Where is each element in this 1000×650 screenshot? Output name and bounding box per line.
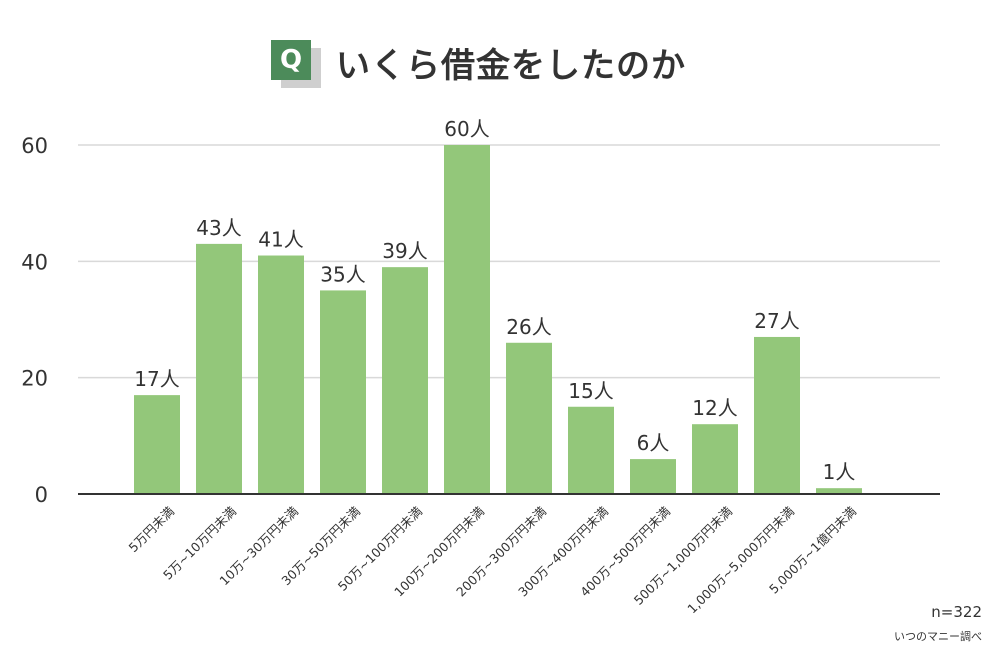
bar — [816, 488, 862, 494]
y-tick-label: 20 — [21, 367, 48, 391]
data-label: 43人 — [196, 216, 241, 240]
data-label: 35人 — [320, 262, 365, 286]
bar — [630, 459, 676, 494]
bar — [382, 267, 428, 494]
chart-title: いくら借金をしたのか — [336, 46, 686, 86]
data-label: 15人 — [568, 379, 613, 403]
bar — [134, 395, 180, 494]
bar — [506, 342, 552, 494]
bar — [258, 255, 304, 494]
data-label: 39人 — [382, 239, 427, 263]
data-label: 26人 — [506, 315, 551, 339]
y-tick-label: 60 — [21, 134, 48, 158]
data-label: 17人 — [134, 367, 179, 391]
data-label: 12人 — [692, 396, 737, 420]
data-label: 41人 — [258, 228, 303, 252]
data-label: 27人 — [754, 309, 799, 333]
y-tick-label: 40 — [21, 250, 48, 274]
sample-size-note: n=322 — [931, 603, 982, 621]
data-label: 1人 — [823, 460, 856, 484]
bar — [196, 243, 242, 494]
bar — [754, 336, 800, 494]
bar — [568, 406, 614, 494]
bar — [692, 424, 738, 494]
x-tick-label: 1,000万~5,000万円未満 — [684, 504, 797, 617]
bar — [320, 290, 366, 494]
chart-title-block: Q いくら借金をしたのか — [0, 38, 1000, 98]
q-badge: Q — [271, 40, 311, 80]
data-label: 6人 — [637, 431, 670, 455]
data-label: 60人 — [444, 117, 489, 141]
y-tick-label: 0 — [35, 483, 48, 507]
x-tick-label: 5万円未満 — [126, 504, 178, 556]
source-note: いつのマニー調べ — [894, 630, 982, 643]
bar — [444, 145, 490, 494]
